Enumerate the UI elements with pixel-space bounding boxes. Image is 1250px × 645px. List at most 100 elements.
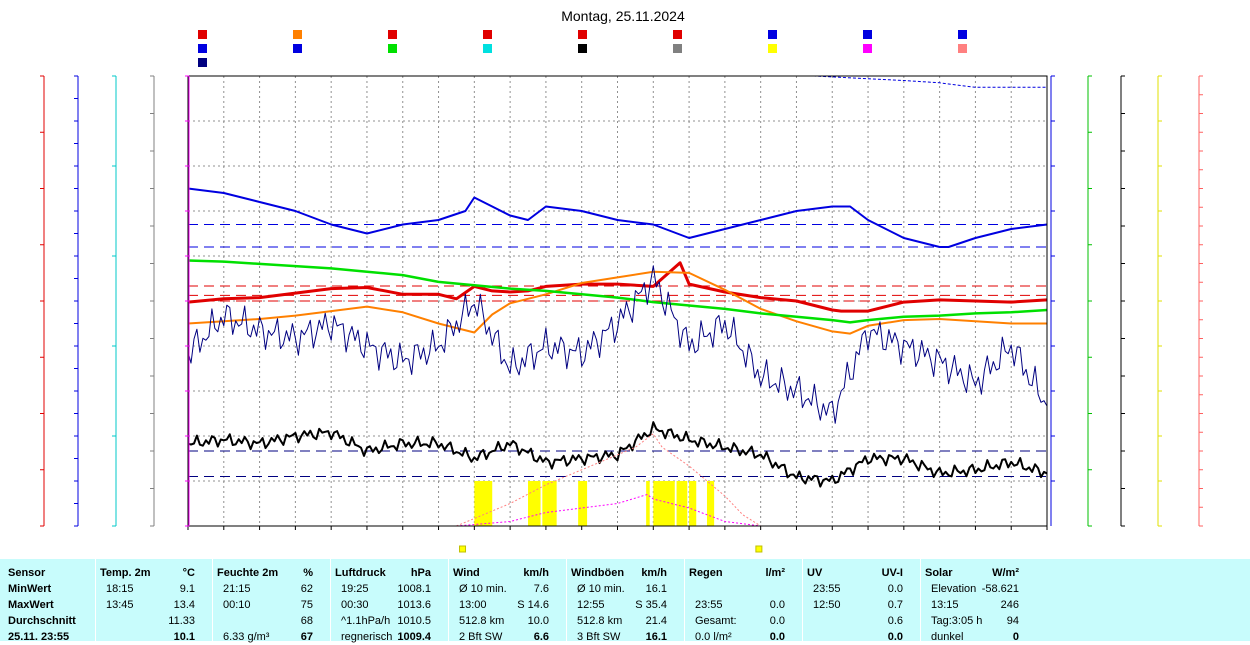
- legend-swatch: [958, 44, 967, 53]
- series-line-solar: [456, 433, 761, 527]
- uv-row-value: 0.0: [887, 631, 903, 643]
- humidity-row-label: 6.33 g/m³: [223, 631, 270, 643]
- wind-row-value: 6.6: [533, 631, 549, 643]
- sunset-icon: [755, 545, 763, 553]
- legend-swatch: [198, 44, 207, 53]
- temp-column: Temp. 2m °C 18:15 9.1 13:45 13.4 11.33 10.1: [95, 559, 201, 643]
- humidity-title: Feuchte 2m: [217, 567, 279, 579]
- series-line-luftdruck: [187, 259, 1048, 324]
- temp-unit: °C: [182, 567, 195, 579]
- rain-row-value: 0.0: [769, 599, 785, 611]
- gusts-row-label: 3 Bft SW: [577, 631, 621, 643]
- solar-row-label: 13:15: [931, 599, 959, 611]
- row-label-current: 25.11. 23:55: [8, 631, 70, 643]
- solar-row-value: 94: [1006, 615, 1019, 627]
- uv-title: UV: [807, 567, 823, 579]
- series-line-wind: [187, 421, 1048, 488]
- sunshine-bar: [653, 481, 675, 526]
- temp-row-value: 10.1: [173, 631, 195, 643]
- legend-swatch: [768, 30, 777, 39]
- pressure-row-value: 1013.6: [397, 599, 431, 611]
- pressure-row-value: 1008.1: [397, 583, 431, 595]
- uv-row-value: 0.0: [887, 583, 903, 595]
- gusts-row-value: 16.1: [645, 583, 667, 595]
- gusts-title: Windböen: [571, 567, 625, 579]
- pressure-row-value: 1010.5: [397, 615, 431, 627]
- pressure-row-label: 00:30: [341, 599, 369, 611]
- legend-swatch: [388, 30, 397, 39]
- row-label-max: MaxWert: [8, 599, 54, 611]
- sunshine-bar: [646, 481, 650, 526]
- rain-row-label: Gesamt:: [695, 615, 737, 627]
- wind-row-value: 10.0: [527, 615, 549, 627]
- series-line-uv: [456, 494, 761, 527]
- gusts-row-label: 512.8 km: [577, 615, 623, 627]
- legend-swatch: [863, 44, 872, 53]
- sunshine-bar: [542, 481, 557, 526]
- series-line-feuchte-2m-: [187, 187, 1048, 248]
- weather-chart: Montag, 25.11.2024: [40, 8, 1203, 553]
- wind-row-label: 512.8 km: [459, 615, 505, 627]
- gusts-row-label: 12:55: [577, 599, 605, 611]
- pressure-row-label: 19:25: [341, 583, 369, 595]
- chart-title: Montag, 25.11.2024: [561, 8, 685, 24]
- sunshine-bar: [474, 481, 493, 526]
- axis-labels: [40, 75, 1203, 553]
- uv-row-value: 0.6: [887, 615, 903, 627]
- solar-row-label: Elevation: [931, 583, 977, 595]
- temp-row-value: 9.1: [179, 583, 195, 595]
- wind-title: Wind: [453, 567, 480, 579]
- legend-swatch: [483, 30, 492, 39]
- legend-swatch: [768, 44, 777, 53]
- legend-swatch: [863, 30, 872, 39]
- humidity-row-value: 68: [300, 615, 313, 627]
- legend-swatch: [293, 44, 302, 53]
- rain-row-label: 23:55: [695, 599, 723, 611]
- pressure-row-label: regnerisch: [341, 631, 393, 643]
- humidity-row-label: 21:15: [223, 583, 251, 595]
- pressure-title: Luftdruck: [335, 567, 386, 579]
- solar-row-label: Tag:3:05 h: [931, 615, 983, 627]
- rain-row-label: 0.0 l/m²: [695, 631, 732, 643]
- gusts-row-value: S 35.4: [635, 599, 667, 611]
- sunshine-bar: [528, 481, 541, 526]
- solar-unit: W/m²: [992, 567, 1019, 579]
- row-label-avg: Durchschnitt: [8, 615, 76, 627]
- uv-column: UV UV-I 23:55 0.0 12:50 0.7 0.6 0.0: [802, 559, 909, 643]
- temp-row-label: 13:45: [106, 599, 134, 611]
- sensor-column: Sensor MinWert MaxWert Durchschnitt 25.1…: [8, 559, 88, 643]
- uv-unit: UV-I: [881, 567, 903, 579]
- uv-row-value: 0.7: [887, 599, 903, 611]
- summary-table: Sensor MinWert MaxWert Durchschnitt 25.1…: [0, 559, 1250, 643]
- wind-unit: km/h: [523, 567, 549, 579]
- series-line-windb-en: [187, 265, 1048, 424]
- legend-swatch: [673, 44, 682, 53]
- sunrise-icon: [459, 545, 467, 553]
- pressure-unit: hPa: [410, 567, 431, 579]
- sunshine-bar: [578, 481, 588, 526]
- wind-column: Wind km/h Ø 10 min. 7.6 13:00 S 14.6 512.8 km 1…: [448, 559, 555, 643]
- legend-swatch: [198, 30, 207, 39]
- sunshine-bar: [676, 481, 688, 526]
- rain-unit: l/m²: [765, 567, 785, 579]
- uv-row-label: 23:55: [813, 583, 841, 595]
- rain-title: Regen: [689, 567, 723, 579]
- wind-row-value: S 14.6: [517, 599, 549, 611]
- gusts-unit: km/h: [641, 567, 667, 579]
- legend: [198, 30, 967, 67]
- legend-swatch: [388, 44, 397, 53]
- humidity-row-value: 75: [300, 599, 313, 611]
- row-label-min: MinWert: [8, 583, 52, 595]
- series-line-temp-5cm-: [187, 270, 1047, 335]
- sensor-title: Sensor: [8, 567, 46, 579]
- humidity-row-value: 67: [300, 631, 313, 643]
- solar-row-value: 246: [1000, 599, 1019, 611]
- solar-column: Solar W/m² Elevation -58.621 13:15 246 Tag:3:0…: [920, 559, 1025, 643]
- wind-row-label: Ø 10 min.: [459, 583, 507, 595]
- solar-row-value: -58.621: [981, 583, 1019, 595]
- rain-column: Regen l/m² 23:55 0.0 Gesamt: 0.0 0.0 l/m² 0.0: [684, 559, 791, 643]
- pressure-row-label: ^1.1hPa/h: [341, 615, 391, 627]
- temp-row-value: 13.4: [173, 599, 195, 611]
- uv-row-label: 12:50: [813, 599, 841, 611]
- solar-row-label: dunkel: [931, 631, 964, 643]
